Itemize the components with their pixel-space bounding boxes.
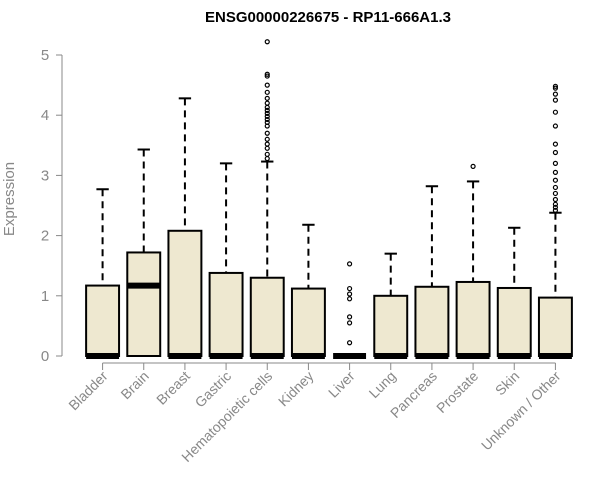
outlier-point	[552, 149, 559, 156]
outlier-point	[552, 91, 559, 97]
box-prostate	[455, 163, 491, 359]
y-tick-label: 0	[41, 348, 49, 365]
boxes-group	[85, 39, 573, 359]
y-axis-label: Expression	[1, 162, 18, 236]
outlier-point	[264, 136, 270, 142]
x-tick-label: Bladder	[65, 368, 111, 414]
outlier-point	[346, 314, 353, 320]
outlier-point	[346, 285, 353, 292]
outlier-point	[264, 110, 270, 116]
outlier-point	[346, 320, 353, 326]
box-liver	[333, 261, 367, 359]
outlier-point	[552, 83, 559, 89]
outlier-point	[264, 107, 270, 113]
y-tick-label: 4	[41, 107, 49, 124]
box-lung	[373, 252, 409, 359]
box-iqr	[373, 294, 409, 357]
outlier-point	[552, 190, 559, 197]
y-tick-label: 3	[41, 167, 49, 184]
x-tick-label: Prostate	[433, 368, 481, 416]
box-iqr	[290, 287, 326, 357]
y-tick-label: 5	[41, 47, 49, 64]
outlier-point	[470, 163, 476, 169]
box-gastric	[208, 162, 244, 359]
box-iqr	[537, 296, 573, 357]
x-tick-label: Brain	[117, 368, 151, 402]
box-breast	[167, 97, 203, 359]
outlier-point	[264, 130, 270, 136]
outlier-point	[346, 291, 353, 297]
x-tick-label: Lung	[366, 368, 399, 401]
outlier-point	[264, 104, 270, 110]
outlier-point	[552, 196, 559, 203]
outlier-point	[552, 169, 559, 175]
box-iqr	[496, 286, 532, 357]
x-tick-label: Skin	[492, 368, 523, 399]
outlier-point	[264, 145, 270, 151]
outlier-point	[264, 119, 270, 126]
box-hematopoietic-cells	[249, 39, 285, 359]
outlier-point	[264, 151, 270, 157]
box-iqr	[167, 229, 203, 357]
outlier-point	[346, 296, 353, 302]
outlier-point	[552, 207, 559, 213]
outlier-point	[264, 113, 270, 120]
outlier-point	[264, 39, 270, 45]
box-iqr	[208, 271, 244, 358]
outlier-point	[264, 100, 270, 106]
box-kidney	[290, 223, 326, 359]
x-tick-label: Kidney	[275, 368, 317, 410]
outlier-point	[552, 109, 559, 115]
outlier-point	[552, 85, 559, 91]
outlier-point	[552, 201, 559, 207]
outlier-point	[346, 261, 353, 267]
outlier-point	[552, 177, 559, 183]
box-iqr	[85, 284, 121, 358]
outlier-point	[264, 141, 270, 147]
outlier-point	[264, 89, 270, 95]
box-unknown-other	[537, 83, 573, 359]
outlier-point	[264, 95, 270, 101]
box-bladder	[85, 188, 121, 359]
box-iqr	[126, 251, 162, 357]
outlier-point	[552, 97, 559, 103]
outlier-point	[264, 71, 270, 77]
outlier-point	[346, 340, 353, 346]
outlier-point	[264, 116, 270, 123]
outlier-point	[552, 141, 559, 147]
x-tick-label: Breast	[153, 368, 193, 408]
box-skin	[496, 226, 532, 359]
outlier-point	[552, 204, 559, 210]
outlier-point	[552, 160, 559, 166]
x-tick-label: Liver	[325, 368, 358, 401]
y-axis: 0 1 2 3 4 5	[41, 47, 63, 365]
box-iqr	[249, 276, 285, 357]
outlier-point	[552, 184, 559, 191]
y-tick-label: 2	[41, 228, 49, 245]
outlier-point	[264, 82, 270, 88]
box-iqr	[414, 285, 450, 357]
outlier-point	[264, 73, 270, 79]
box-brain	[126, 148, 162, 357]
y-tick-label: 1	[41, 288, 49, 305]
box-iqr	[455, 280, 491, 358]
outlier-point	[264, 155, 270, 162]
box-pancreas	[414, 185, 450, 359]
outlier-point	[552, 123, 559, 129]
chart-title: ENSG00000226675 - RP11-666A1.3	[205, 9, 451, 26]
